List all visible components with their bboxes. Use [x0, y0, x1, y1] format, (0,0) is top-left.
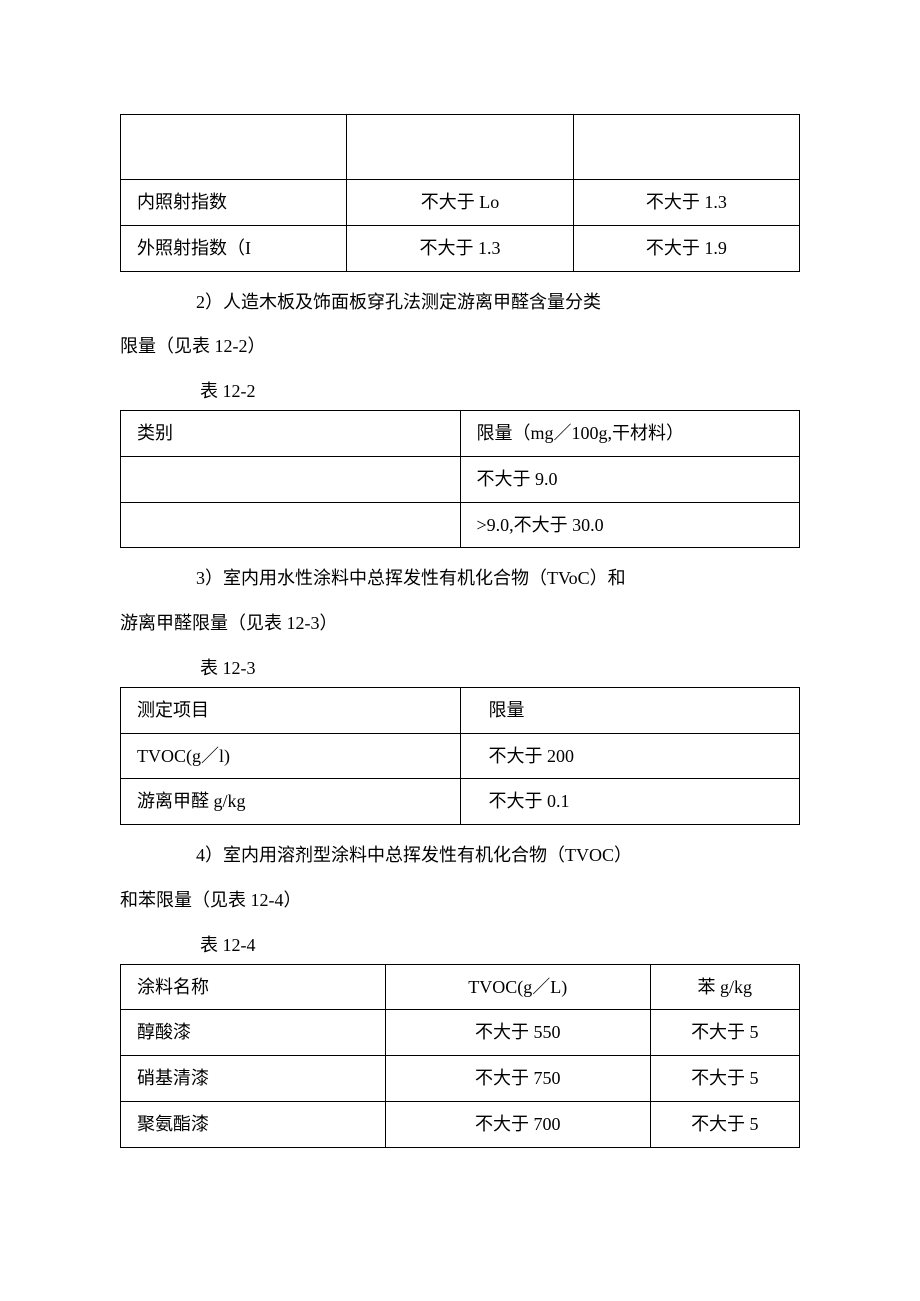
- table-12-3-label: 表 12-3: [120, 654, 800, 683]
- table-cell: [121, 115, 347, 180]
- table-cell: 游离甲醛 g/kg: [121, 779, 461, 825]
- table-12-2-label: 表 12-2: [120, 377, 800, 406]
- table-cell: 不大于 200: [460, 733, 800, 779]
- table-cell: [347, 115, 573, 180]
- table-cell: 不大于 1.3: [573, 180, 799, 226]
- table-cell: 内照射指数: [121, 180, 347, 226]
- table-cell: 不大于 1.9: [573, 225, 799, 271]
- table-header-cell: 涂料名称: [121, 964, 386, 1010]
- table-cell: 不大于 Lo: [347, 180, 573, 226]
- table-cell: 不大于 750: [385, 1056, 650, 1102]
- table-cell: 不大于 5: [650, 1056, 799, 1102]
- table-cell: 不大于 1.3: [347, 225, 573, 271]
- table-header-cell: 测定项目: [121, 687, 461, 733]
- table-12-1-partial: 内照射指数 不大于 Lo 不大于 1.3 外照射指数（I 不大于 1.3 不大于…: [120, 114, 800, 272]
- section-2-heading: 2）人造木板及饰面板穿孔法测定游离甲醛含量分类: [120, 288, 800, 317]
- table-cell: [573, 115, 799, 180]
- table-cell: 不大于 550: [385, 1010, 650, 1056]
- section-4-continue: 和苯限量（见表 12-4）: [120, 886, 800, 915]
- table-cell: 不大于 5: [650, 1101, 799, 1147]
- table-cell: 不大于 5: [650, 1010, 799, 1056]
- section-3-continue: 游离甲醛限量（见表 12-3）: [120, 609, 800, 638]
- table-cell: 不大于 700: [385, 1101, 650, 1147]
- table-cell: 不大于 9.0: [460, 456, 800, 502]
- table-12-3: 测定项目 限量 TVOC(g／l) 不大于 200 游离甲醛 g/kg 不大于 …: [120, 687, 800, 825]
- table-header-cell: 限量（mg／100g,干材料）: [460, 410, 800, 456]
- table-12-4: 涂料名称 TVOC(g／L) 苯 g/kg 醇酸漆 不大于 550 不大于 5 …: [120, 964, 800, 1148]
- table-cell: [121, 456, 461, 502]
- table-header-cell: 苯 g/kg: [650, 964, 799, 1010]
- table-header-cell: 限量: [460, 687, 800, 733]
- table-cell: 聚氨酯漆: [121, 1101, 386, 1147]
- table-cell: TVOC(g／l): [121, 733, 461, 779]
- table-12-4-label: 表 12-4: [120, 931, 800, 960]
- table-header-cell: 类别: [121, 410, 461, 456]
- table-cell: [121, 502, 461, 548]
- table-cell: >9.0,不大于 30.0: [460, 502, 800, 548]
- table-header-cell: TVOC(g／L): [385, 964, 650, 1010]
- section-2-continue: 限量（见表 12-2）: [120, 332, 800, 361]
- table-cell: 硝基清漆: [121, 1056, 386, 1102]
- section-4-heading: 4）室内用溶剂型涂料中总挥发性有机化合物（TVOC）: [120, 841, 800, 870]
- table-cell: 外照射指数（I: [121, 225, 347, 271]
- table-cell: 醇酸漆: [121, 1010, 386, 1056]
- section-3-heading: 3）室内用水性涂料中总挥发性有机化合物（TVoC）和: [120, 564, 800, 593]
- table-12-2: 类别 限量（mg／100g,干材料） 不大于 9.0 >9.0,不大于 30.0: [120, 410, 800, 548]
- table-cell: 不大于 0.1: [460, 779, 800, 825]
